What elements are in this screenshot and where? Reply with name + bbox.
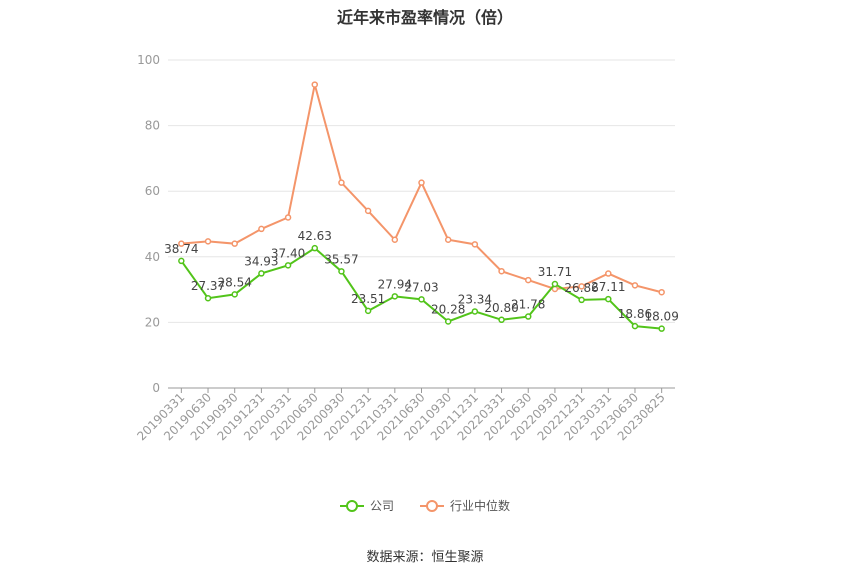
data-point <box>631 282 639 289</box>
data-point <box>178 240 185 247</box>
data-label: 23.34 <box>458 292 492 306</box>
data-point <box>258 225 265 233</box>
data-point <box>524 276 532 284</box>
y-tick-label: 0 <box>152 381 160 395</box>
data-label: 18.86 <box>618 307 652 321</box>
data-point <box>524 313 532 320</box>
data-point <box>338 179 345 186</box>
data-point <box>605 270 612 277</box>
data-label: 27.94 <box>378 277 412 291</box>
data-label: 38.74 <box>164 242 198 256</box>
y-tick-label: 80 <box>145 119 160 133</box>
data-point <box>418 296 425 303</box>
data-point <box>338 268 345 275</box>
data-point <box>311 244 319 252</box>
data-point <box>444 318 452 325</box>
data-point <box>578 296 585 304</box>
data-point <box>418 179 425 186</box>
data-label: 20.80 <box>484 301 518 315</box>
data-point <box>471 241 479 248</box>
legend-item-company[interactable]: 公司 <box>339 497 394 514</box>
data-label: 27.11 <box>591 280 625 294</box>
legend-marker-company <box>339 499 364 513</box>
legend-marker-industry-median <box>420 499 444 513</box>
data-point <box>498 267 505 275</box>
data-point <box>391 236 399 243</box>
y-tick-label: 60 <box>145 184 160 198</box>
data-label: 23.51 <box>351 292 385 306</box>
legend-label-industry-median: 行业中位数 <box>450 499 511 513</box>
y-tick-label: 100 <box>137 53 160 67</box>
y-tick-label: 20 <box>145 315 160 329</box>
legend-label-company: 公司 <box>369 499 394 513</box>
data-label: 31.71 <box>538 265 572 279</box>
data-point <box>178 257 185 265</box>
data-point <box>658 325 665 332</box>
data-point <box>658 288 665 296</box>
data-point <box>204 238 212 245</box>
data-label: 20.28 <box>431 302 465 316</box>
legend-item-industry-median[interactable]: 行业中位数 <box>420 497 510 514</box>
data-point <box>605 295 612 303</box>
data-label: 34.93 <box>244 254 278 268</box>
data-point <box>391 293 399 300</box>
data-label: 27.37 <box>191 279 225 293</box>
data-label: 42.63 <box>298 229 332 243</box>
data-point <box>578 283 585 290</box>
data-point <box>471 308 479 315</box>
data-label: 21.78 <box>511 298 545 312</box>
data-point <box>284 262 292 269</box>
data-point <box>364 307 372 315</box>
data-point <box>231 240 238 247</box>
chart-title: 近年来市盈率情况（倍） <box>336 8 513 27</box>
data-label: 18.09 <box>644 310 678 324</box>
data-point <box>551 280 559 288</box>
data-label: 28.54 <box>218 275 252 289</box>
data-label: 37.40 <box>271 246 305 260</box>
data-point <box>231 291 238 298</box>
data-point <box>258 270 265 277</box>
data-point <box>204 294 212 302</box>
data-point <box>364 207 372 215</box>
data-point <box>498 316 505 324</box>
y-tick-label: 40 <box>145 250 160 264</box>
data-point <box>631 322 639 330</box>
data-label: 27.03 <box>404 280 438 294</box>
data-source: 数据来源：恒生聚源 <box>366 550 484 565</box>
data-label: 26.86 <box>564 281 598 295</box>
data-point <box>444 236 452 243</box>
data-label: 35.57 <box>324 252 358 266</box>
legend: 公司 行业中位数 <box>0 497 850 514</box>
data-point <box>284 214 292 221</box>
data-point <box>311 81 319 88</box>
